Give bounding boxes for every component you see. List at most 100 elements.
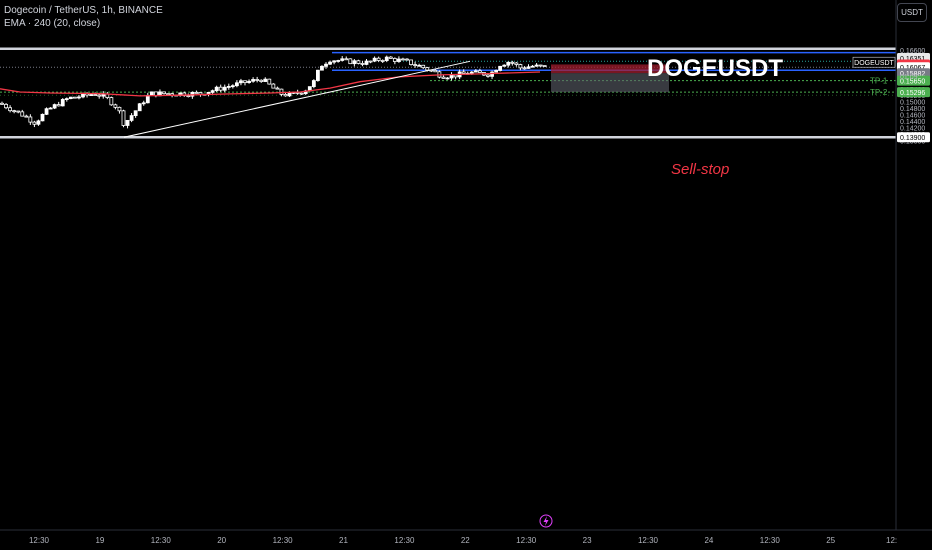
ema-line bbox=[0, 71, 541, 97]
price-tick-10: 0.14600 bbox=[900, 113, 925, 120]
candle-body-86 bbox=[348, 58, 353, 65]
candle-body-117 bbox=[473, 70, 478, 73]
indicator-legend[interactable]: EMA · 240 (20, close) bbox=[4, 18, 101, 29]
price-label-box-5 bbox=[897, 87, 930, 98]
candle-body-93 bbox=[376, 57, 381, 61]
candle-body-85 bbox=[344, 58, 349, 61]
symbol-tag-box bbox=[852, 56, 896, 68]
symbol-title: Dogecoin / TetherUS, 1h, BINANCE bbox=[4, 5, 163, 16]
candle-body-83 bbox=[336, 60, 341, 62]
trendline-group bbox=[123, 60, 471, 138]
currency-button[interactable]: USDT bbox=[897, 3, 927, 22]
candle-body-109 bbox=[441, 76, 446, 79]
candle-body-29 bbox=[117, 106, 122, 112]
candle-body-129 bbox=[522, 67, 527, 70]
candle-body-70 bbox=[283, 94, 288, 97]
time-axis[interactable]: 12:30 19 12:30 20 12:30 21 12:30 22 12:30 23 12:30… bbox=[0, 514, 932, 545]
candle-body-120 bbox=[486, 74, 490, 77]
symbol-tag: DOGEUSDT bbox=[854, 60, 894, 67]
candle-body-4 bbox=[16, 110, 21, 113]
position-zones bbox=[551, 64, 669, 93]
candle-body-92 bbox=[372, 57, 377, 62]
candle-body-6 bbox=[24, 115, 29, 118]
candle-body-59 bbox=[239, 80, 243, 84]
candle-body-66 bbox=[267, 78, 272, 85]
candle-body-84 bbox=[340, 58, 345, 61]
stop-loss-zone bbox=[551, 64, 669, 74]
time-tick-4: 12:30 bbox=[273, 536, 294, 545]
take-profit-zone bbox=[551, 73, 669, 93]
candle-body-104 bbox=[421, 64, 426, 69]
candle-body-122 bbox=[494, 70, 499, 73]
candle-body-125 bbox=[506, 61, 511, 66]
candle-body-87 bbox=[352, 60, 357, 65]
candle-body-37 bbox=[149, 91, 154, 96]
price-axis[interactable]: 0.166000.164000.162000.160000.158000.156… bbox=[895, 0, 930, 530]
candle-body-5 bbox=[20, 111, 25, 117]
candle-body-67 bbox=[271, 83, 276, 89]
candle-body-100 bbox=[405, 58, 409, 61]
candle-body-90 bbox=[364, 60, 369, 65]
candle-body-49 bbox=[198, 92, 203, 95]
candle-body-107 bbox=[433, 69, 438, 73]
candles bbox=[0, 55, 547, 129]
candle-body-57 bbox=[230, 85, 235, 88]
candle-body-0 bbox=[0, 102, 4, 105]
candle-body-95 bbox=[384, 56, 389, 61]
candle-body-12 bbox=[48, 107, 53, 110]
candle-body-128 bbox=[518, 64, 523, 69]
time-tick-1: 19 bbox=[95, 536, 104, 545]
time-tick-10: 12:30 bbox=[638, 536, 659, 545]
candle-body-10 bbox=[40, 113, 45, 122]
candle-body-22 bbox=[89, 94, 93, 96]
candle-body-68 bbox=[275, 87, 280, 90]
lightning-event-icon[interactable] bbox=[539, 514, 553, 528]
candle-body-77 bbox=[311, 80, 316, 87]
candle-body-40 bbox=[162, 91, 166, 95]
horizontal-levels bbox=[0, 47, 896, 139]
candle-body-127 bbox=[514, 62, 519, 65]
candle-body-126 bbox=[510, 61, 515, 64]
candle-body-69 bbox=[279, 88, 284, 95]
candle-body-96 bbox=[388, 56, 393, 59]
candle-body-111 bbox=[449, 74, 454, 79]
candle-body-35 bbox=[141, 102, 146, 105]
time-tick-14: 12: bbox=[886, 536, 897, 545]
time-tick-3: 20 bbox=[217, 536, 226, 545]
candle-body-60 bbox=[243, 80, 247, 84]
time-tick-0: 12:30 bbox=[29, 536, 50, 545]
candle-body-102 bbox=[413, 64, 418, 66]
candle-body-97 bbox=[392, 58, 397, 62]
candle-body-121 bbox=[490, 71, 494, 77]
candle-body-123 bbox=[498, 65, 503, 71]
candle-body-118 bbox=[477, 70, 482, 73]
lightning-icon-bolt bbox=[543, 516, 549, 526]
price-tick-9: 0.14800 bbox=[900, 106, 925, 113]
candle-body-28 bbox=[113, 104, 118, 108]
tp1-label: TP-1 bbox=[870, 77, 888, 86]
candle-body-131 bbox=[530, 65, 535, 68]
time-tick-7: 22 bbox=[461, 536, 470, 545]
candle-body-9 bbox=[36, 120, 41, 125]
time-tick-2: 12:30 bbox=[151, 536, 172, 545]
price-label-5: 0.15296 bbox=[900, 90, 925, 97]
lightning-icon-ring bbox=[539, 514, 553, 528]
candle-body-82 bbox=[332, 60, 337, 63]
candle-body-101 bbox=[409, 59, 413, 65]
candle-body-31 bbox=[125, 120, 130, 126]
candle-body-36 bbox=[145, 94, 150, 104]
candle-body-79 bbox=[320, 65, 324, 71]
candle-body-27 bbox=[109, 97, 114, 106]
price-tick-8: 0.15000 bbox=[900, 100, 925, 107]
candle-body-58 bbox=[234, 82, 239, 87]
candle-body-2 bbox=[8, 107, 13, 112]
candle-body-81 bbox=[328, 61, 332, 65]
candle-body-3 bbox=[12, 110, 17, 113]
price-label-3: 0.15882 bbox=[900, 71, 925, 78]
time-tick-13: 25 bbox=[826, 536, 835, 545]
candle-body-133 bbox=[538, 64, 543, 67]
candle-body-88 bbox=[356, 60, 361, 64]
candle-body-124 bbox=[502, 64, 507, 67]
